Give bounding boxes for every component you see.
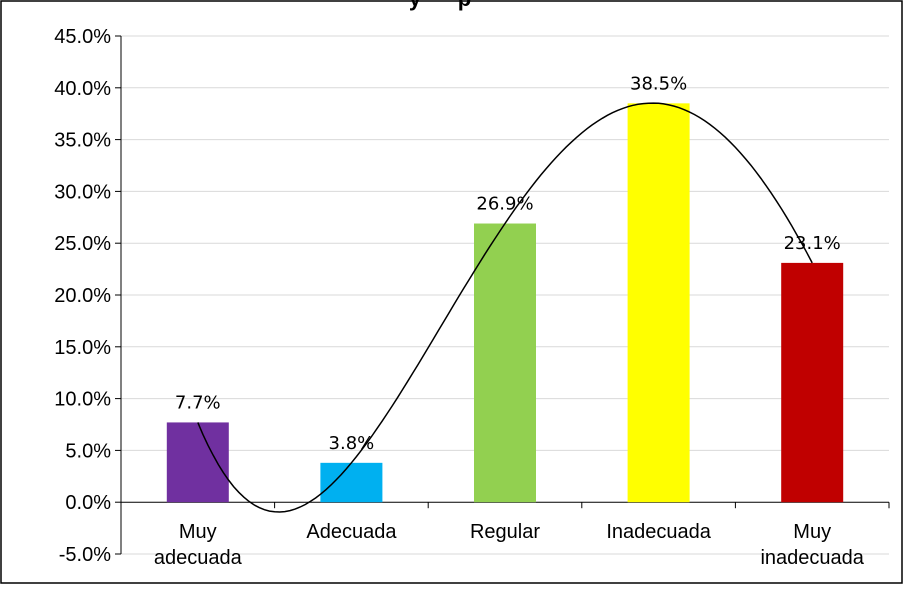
chart-title-fragment: y p xyxy=(409,0,471,11)
y-tick-label: 20.0% xyxy=(54,285,111,307)
y-tick-label: 5.0% xyxy=(65,440,111,462)
trendline xyxy=(197,102,813,513)
bar xyxy=(166,422,229,503)
category-label: Muy xyxy=(179,521,217,543)
y-tick-label: 45.0% xyxy=(54,26,111,48)
y-axis-ticks: -5.0% 0.0% 5.0% 10.0% 15.0% 20.0% 25.0% 30.0% 35… xyxy=(54,26,111,566)
bar xyxy=(474,223,536,503)
category-label: Muy xyxy=(793,521,831,543)
data-label: 23.1% xyxy=(784,233,841,254)
trendline-group xyxy=(197,102,813,513)
y-tick-label: 0.0% xyxy=(65,492,111,514)
y-tick-label: 30.0% xyxy=(54,181,111,203)
category-label: Adecuada xyxy=(306,521,397,543)
data-labels: 7.7% 3.8% 26.9% 38.5% 23.1% xyxy=(175,73,841,453)
bar xyxy=(781,262,844,503)
y-tick-label: 40.0% xyxy=(54,78,111,100)
x-axis-categories: Muy adecuada Adecuada Regular Inadecuada Muy i… xyxy=(154,521,865,569)
data-label: 26.9% xyxy=(476,194,533,215)
y-tick-label: -5.0% xyxy=(59,544,111,566)
y-tick-label: 15.0% xyxy=(54,337,111,359)
category-label: Regular xyxy=(470,521,540,543)
category-label: inadecuada xyxy=(760,547,864,569)
data-label: 3.8% xyxy=(329,433,375,454)
y-tick-label: 35.0% xyxy=(54,130,111,152)
gridlines xyxy=(121,35,889,555)
category-label: Inadecuada xyxy=(606,521,711,543)
y-tick-label: 25.0% xyxy=(54,233,111,255)
data-label: 7.7% xyxy=(175,392,221,413)
bar xyxy=(627,103,690,503)
category-label: adecuada xyxy=(154,547,243,569)
bars xyxy=(166,103,844,503)
data-label: 38.5% xyxy=(630,73,687,94)
bar xyxy=(320,462,383,503)
y-tick-label: 10.0% xyxy=(54,389,111,411)
